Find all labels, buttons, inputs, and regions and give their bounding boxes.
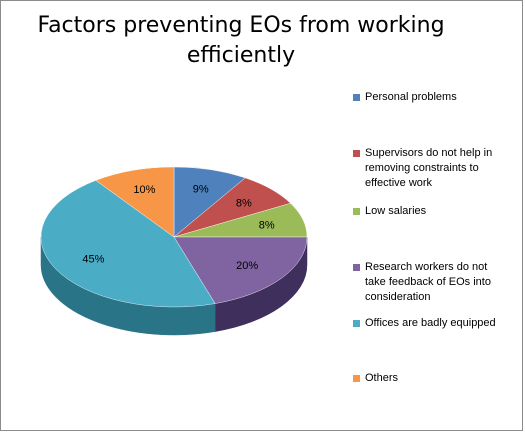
- legend-label: Supervisors do not help in removing cons…: [365, 147, 493, 189]
- data-label: 8%: [236, 197, 252, 209]
- legend-label: Others: [365, 372, 399, 384]
- data-label: 20%: [236, 260, 258, 272]
- legend-swatch: [353, 320, 360, 327]
- chart-title: Factors preventing EOs from working effi…: [37, 13, 445, 68]
- data-label: 45%: [82, 254, 104, 266]
- pie-slice: [173, 236, 308, 304]
- legend-swatch: [353, 150, 360, 157]
- pie-slice: [95, 166, 175, 238]
- legend-label: Research workers do not take feedback of…: [365, 261, 491, 303]
- legend-label: Personal problems: [365, 91, 457, 103]
- data-label: 10%: [133, 184, 155, 196]
- legend-swatch: [353, 208, 360, 215]
- legend-swatch: [353, 375, 360, 382]
- legend-swatch: [353, 94, 360, 101]
- legend-swatch: [353, 264, 360, 271]
- legend-label: Offices are badly equipped: [365, 317, 496, 329]
- legend-label: Low salaries: [365, 205, 427, 217]
- data-label: 8%: [259, 219, 275, 231]
- legend: Personal problems Supervisors do not help…: [353, 1, 523, 432]
- pie-slice: [40, 180, 216, 308]
- data-label: 9%: [193, 184, 209, 196]
